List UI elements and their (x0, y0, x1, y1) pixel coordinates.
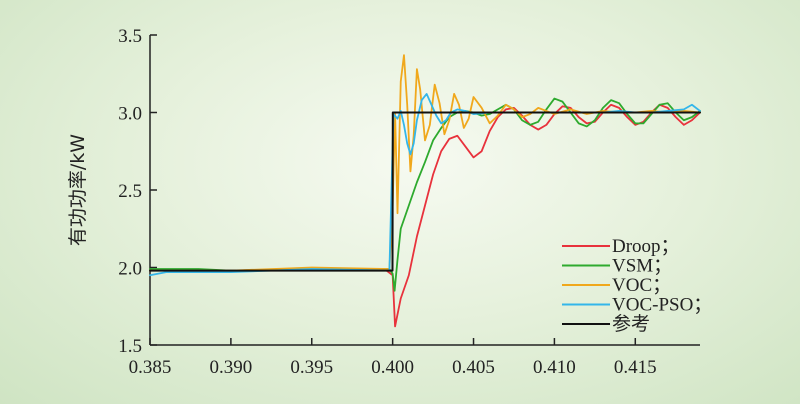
x-tick-label: 0.385 (129, 357, 172, 378)
legend-label: 参考 (612, 313, 650, 335)
y-tick-label: 2.0 (118, 259, 142, 280)
x-tick-label: 0.390 (210, 357, 253, 378)
y-tick-label: 3.5 (118, 26, 142, 47)
series-layer (149, 54, 701, 328)
series-line-1 (149, 97, 701, 292)
legend-label: VOC； (612, 275, 671, 296)
legend: Droop；VSM；VOC；VOC-PSO；参考 (562, 236, 712, 335)
legend-label: Droop； (612, 236, 680, 257)
series-line-3 (149, 93, 701, 277)
y-axis-title: 有功功率/kW (67, 134, 89, 246)
x-tick-label: 0.415 (614, 357, 657, 378)
series-line-0 (149, 103, 701, 328)
series-line-4 (149, 111, 701, 272)
x-tick-label: 0.405 (452, 357, 495, 378)
legend-label: VSM； (612, 256, 672, 277)
y-tick-label: 2.5 (118, 181, 142, 202)
axes: 1.5 2.0 2.5 3.0 3.5 0.385 0.390 0.395 0.400 0.405… (118, 26, 700, 378)
legend-label: VOC-PSO； (612, 295, 712, 316)
y-tick-label: 1.5 (118, 336, 142, 357)
x-tick-label: 0.410 (533, 357, 576, 378)
x-tick-label: 0.400 (371, 357, 414, 378)
x-tick-label: 0.395 (290, 357, 333, 378)
y-tick-label: 3.0 (118, 104, 142, 125)
